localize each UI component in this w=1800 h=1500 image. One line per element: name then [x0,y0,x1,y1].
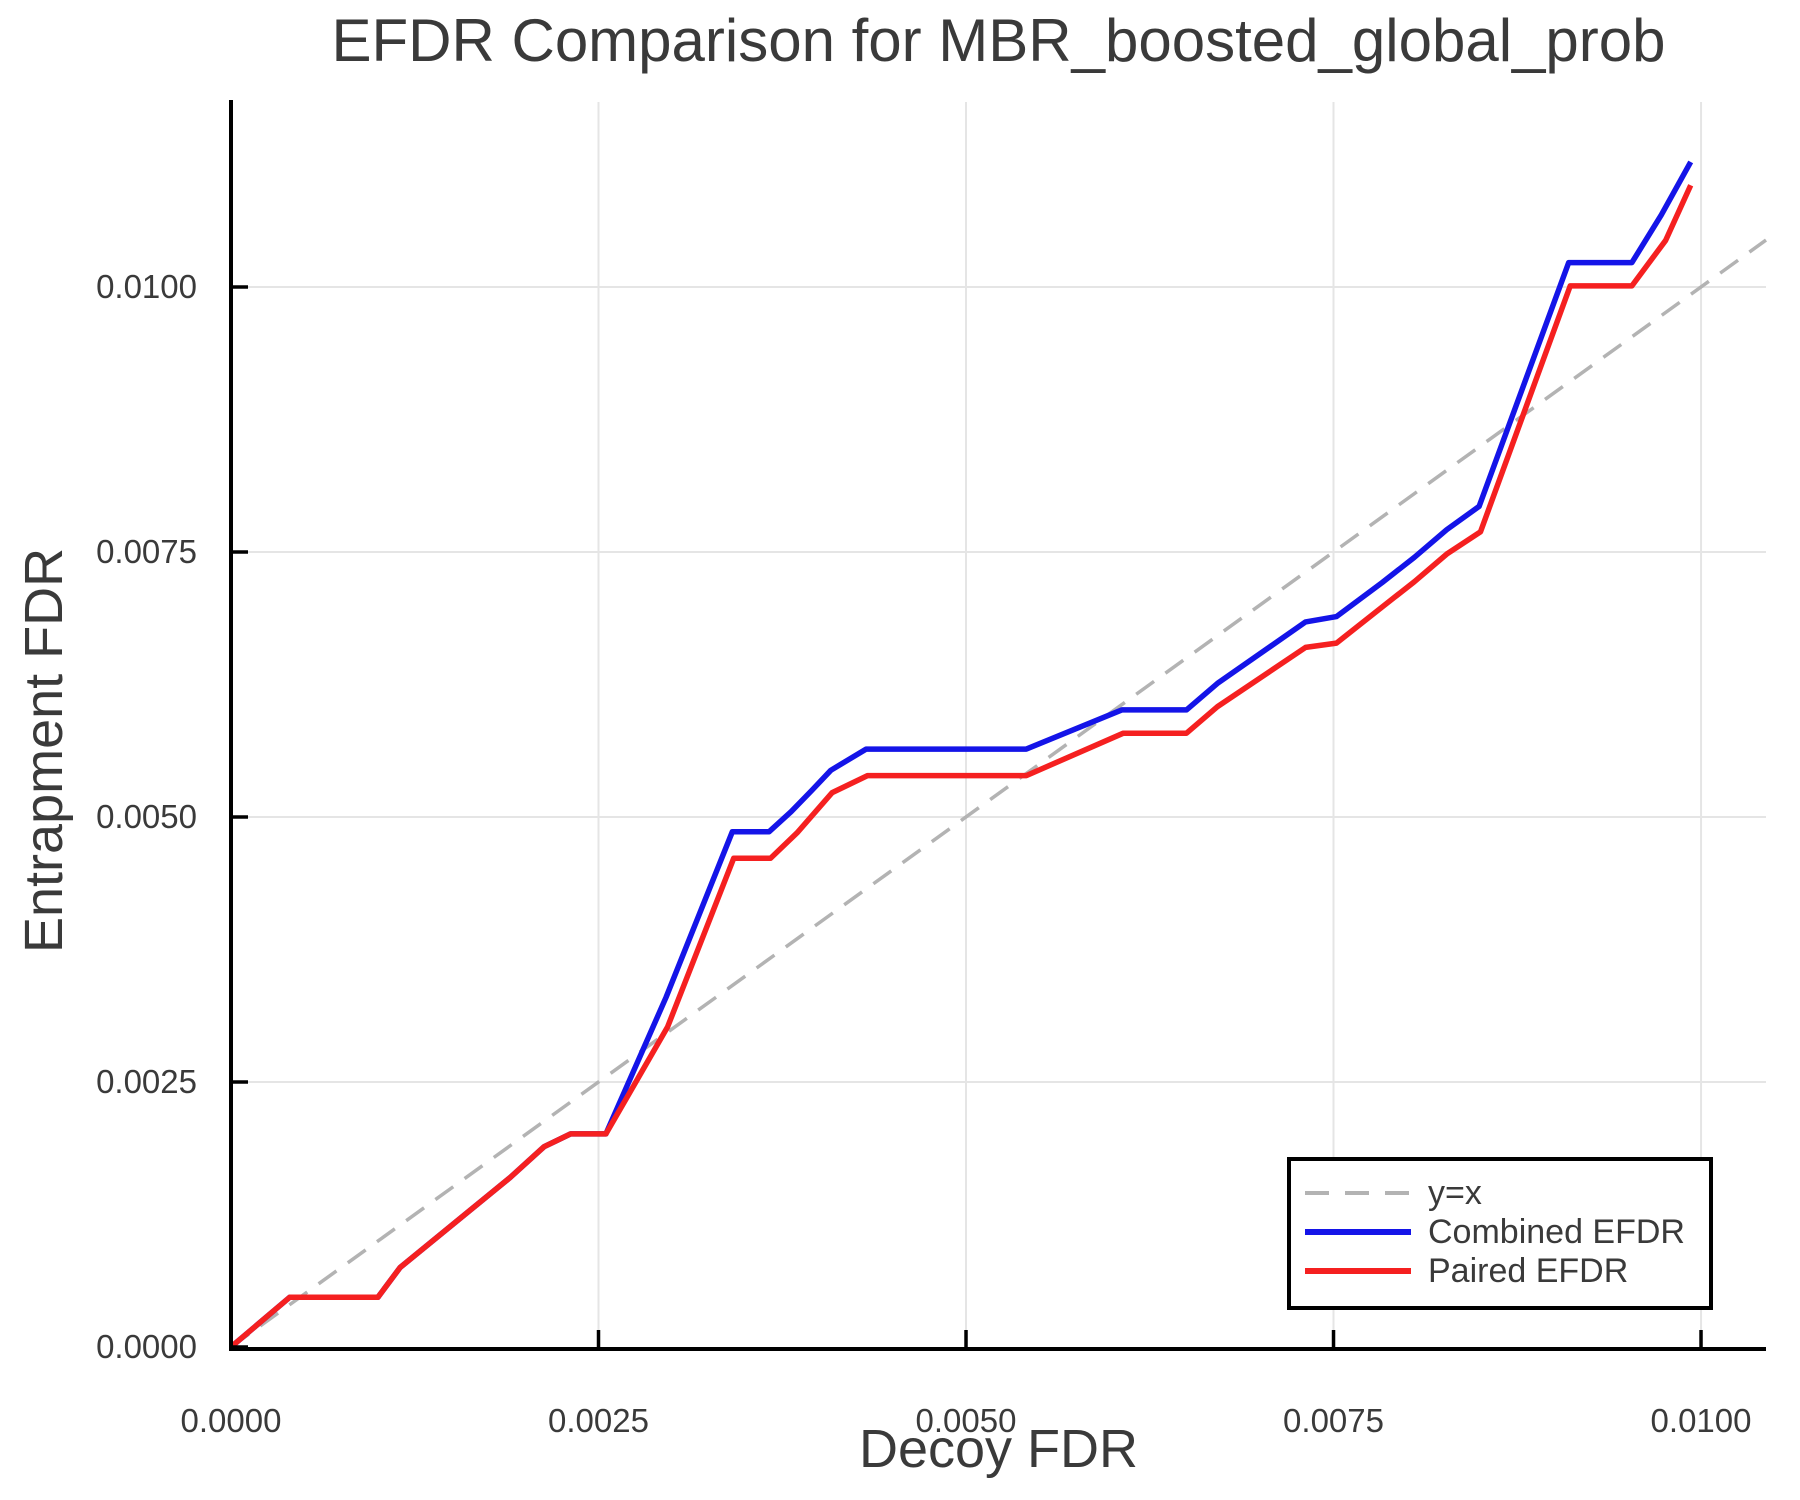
identity-line-sample-icon [1305,1190,1411,1195]
y-tick-label-0.0075: 0.0075 [96,533,197,570]
y-tick-label-0.0100: 0.0100 [96,268,197,305]
y-axis-title: Entrapment FDR [14,547,74,953]
identity-line [229,238,1768,1349]
x-tick-label-0.0075: 0.0075 [1283,1402,1384,1439]
y-tick-label-0.0025: 0.0025 [96,1063,197,1100]
x-tick-label-0.0100: 0.0100 [1651,1402,1752,1439]
legend-item-identity: y=x [1305,1173,1709,1212]
paired-efdr-line [229,184,1694,1350]
x-tick-label-0.0025: 0.0025 [548,1402,649,1439]
x-tick-label-0.0050: 0.0050 [916,1402,1017,1439]
legend-item-paired-efdr: Paired EFDR [1305,1251,1709,1290]
paired-efdr-line-sample-icon [1305,1267,1411,1274]
x-tick-label-0.0000: 0.0000 [181,1402,282,1439]
legend-label-identity: y=x [1428,1173,1482,1212]
legend-label-paired-efdr: Paired EFDR [1428,1251,1629,1290]
chart-title: EFDR Comparison for MBR_boosted_global_p… [331,7,1666,74]
combined-efdr-line-sample-icon [1305,1228,1411,1235]
y-tick-label-0.0050: 0.0050 [96,798,197,835]
legend-item-combined-efdr: Combined EFDR [1305,1212,1709,1251]
legend-label-combined-efdr: Combined EFDR [1428,1212,1685,1251]
legend-box: y=x Combined EFDR Paired EFDR [1287,1157,1713,1310]
x-axis-title: Decoy FDR [858,1419,1139,1479]
y-tick-label-0.0000: 0.0000 [96,1328,197,1365]
